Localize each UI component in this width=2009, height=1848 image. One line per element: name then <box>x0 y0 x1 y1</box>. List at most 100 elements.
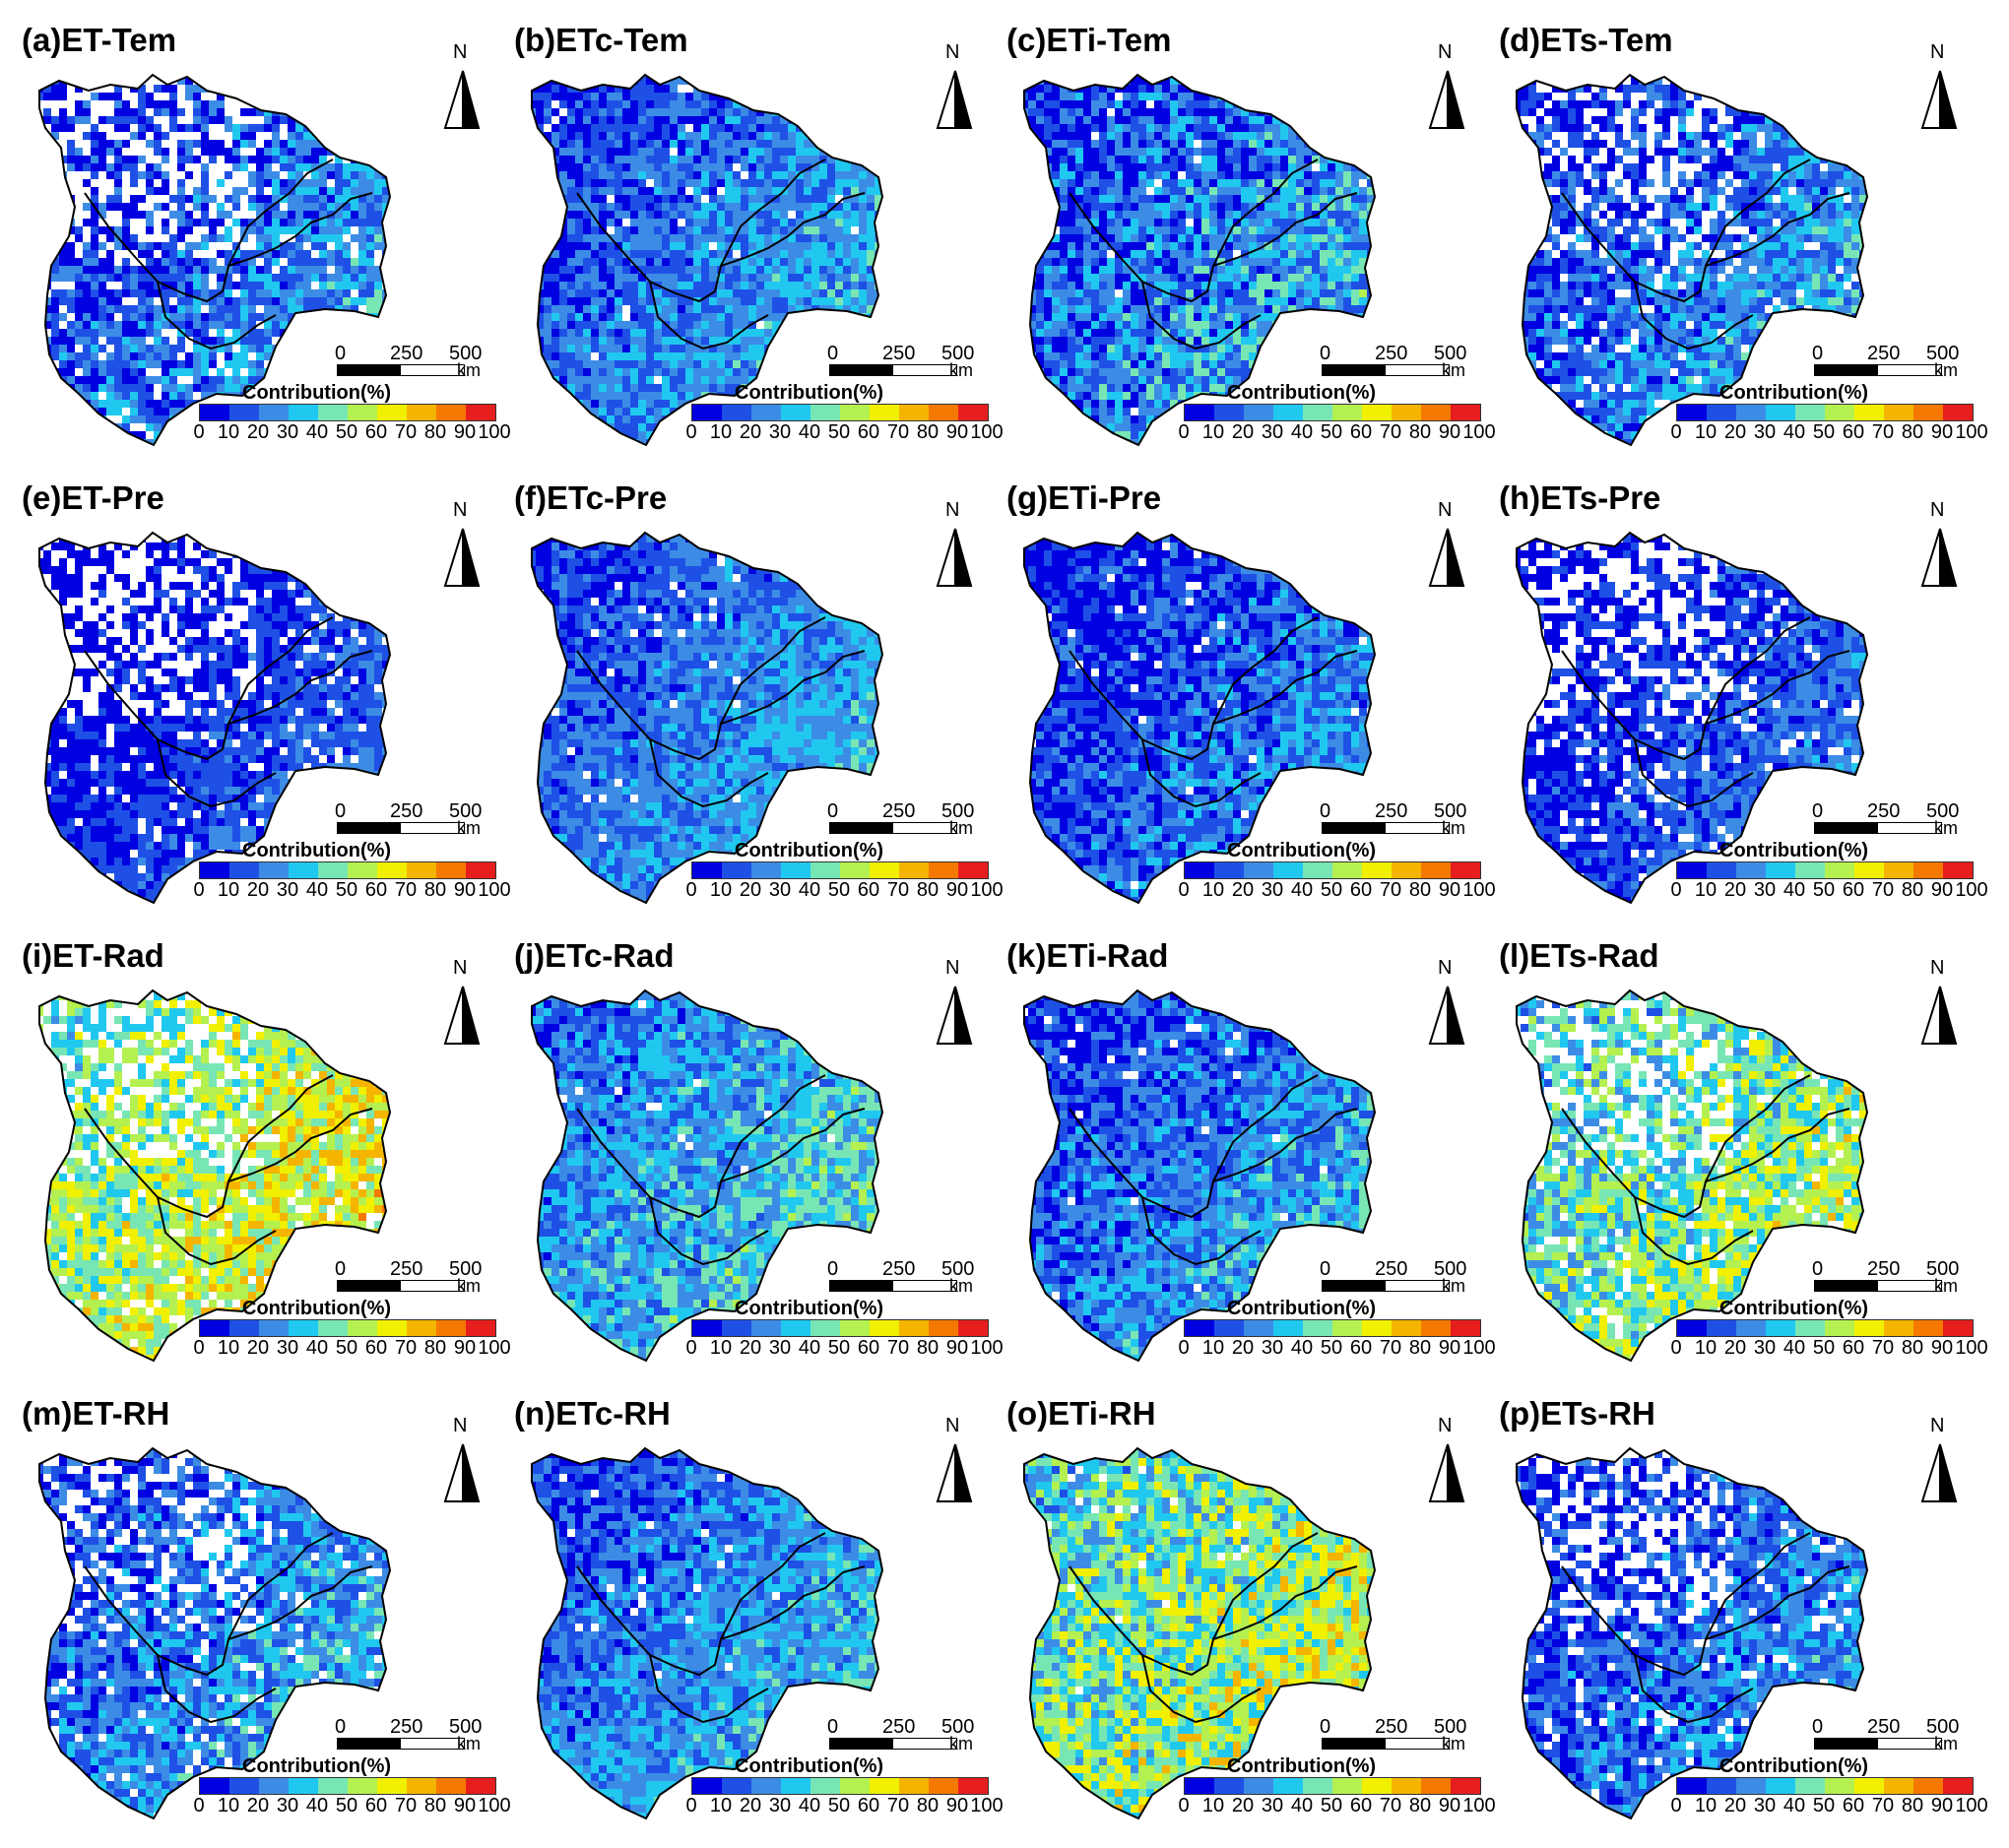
legend-swatch <box>1913 862 1943 878</box>
province-boundary <box>1212 616 1319 725</box>
scale-segment-black <box>1814 822 1879 834</box>
legend-tick: 10 <box>1695 1795 1717 1817</box>
scale-label: 500 <box>1434 1258 1466 1281</box>
scale-label: 250 <box>1867 1716 1900 1739</box>
legend-swatch <box>958 1320 988 1336</box>
legend-tick: 40 <box>1291 421 1313 444</box>
legend-tick: 90 <box>1439 1337 1460 1360</box>
legend-swatch <box>1392 1320 1421 1336</box>
scale-unit: km <box>457 818 481 839</box>
legend-tick: 90 <box>946 879 968 902</box>
province-boundary <box>1141 1654 1262 1724</box>
scale-segment-black <box>337 364 402 376</box>
legend-tick: 30 <box>1262 421 1283 444</box>
region-outline <box>1516 1446 1869 1820</box>
scale-segment-black <box>829 822 894 834</box>
scale-label: 250 <box>1867 343 1900 365</box>
region-outline <box>531 988 884 1363</box>
north-label: N <box>945 957 959 980</box>
scale-segment-white <box>892 1738 957 1750</box>
legend-tick: 10 <box>218 1337 239 1360</box>
region-outline <box>1516 988 1869 1363</box>
legend-swatch <box>318 1778 348 1794</box>
scale-unit: km <box>1934 1734 1958 1754</box>
scale-label: 0 <box>1812 1716 1823 1739</box>
legend-ticks: 0 10 20 30 40 50 60 70 80 90 100 <box>1660 1795 1987 1820</box>
legend-swatch <box>1766 862 1795 878</box>
scale-label: 500 <box>941 1716 974 1739</box>
legend-tick: 0 <box>193 1795 204 1817</box>
color-legend: Contribution(%) 0 10 20 30 40 50 60 70 80 90 100 <box>183 840 510 909</box>
legend-swatch <box>436 405 466 420</box>
legend-swatch <box>1913 1320 1943 1336</box>
legend-tick: 60 <box>858 879 879 902</box>
legend-tick: 90 <box>1931 1337 1953 1360</box>
legend-tick: 100 <box>478 879 510 902</box>
province-boundary <box>1705 159 1811 267</box>
scale-label: 250 <box>1375 800 1407 823</box>
scale-segment-black <box>829 1280 894 1292</box>
legend-tick: 30 <box>1754 421 1776 444</box>
legend-swatch <box>958 1778 988 1794</box>
panel-title: (d)ETs-Tem <box>1499 22 1673 59</box>
legend-swatch <box>840 1778 870 1794</box>
legend-swatch <box>348 1320 377 1336</box>
legend-tick: 30 <box>277 879 298 902</box>
scale-label: 250 <box>390 343 422 365</box>
map-panel: (c)ETi-Tem N 0 250 500 km Contribution(%) 0 10 20… <box>985 0 1496 458</box>
color-legend: Contribution(%) 0 10 20 30 40 50 60 70 80 90 100 <box>676 1298 1003 1367</box>
legend-swatch <box>958 405 988 420</box>
legend-ticks: 0 10 20 30 40 50 60 70 80 90 100 <box>183 879 510 905</box>
legend-swatch <box>870 1320 899 1336</box>
raster-map <box>38 988 392 1363</box>
legend-tick: 40 <box>799 1795 820 1817</box>
scale-segment-white <box>1877 364 1942 376</box>
legend-swatch <box>751 1320 781 1336</box>
scale-label: 0 <box>1320 800 1330 823</box>
legend-swatch <box>1913 1778 1943 1794</box>
legend-tick: 0 <box>193 879 204 902</box>
scale-segment-white <box>400 364 465 376</box>
legend-swatch <box>1244 1320 1273 1336</box>
scale-label: 250 <box>882 343 915 365</box>
province-boundary <box>227 616 334 725</box>
legend-tick: 60 <box>365 1337 387 1360</box>
legend-tick: 30 <box>1754 1795 1776 1817</box>
color-legend: Contribution(%) 0 10 20 30 40 50 60 70 80 90 100 <box>1168 840 1495 909</box>
north-label: N <box>1930 1415 1944 1437</box>
color-legend: Contribution(%) 0 10 20 30 40 50 60 70 80 90 100 <box>183 1298 510 1367</box>
legend-swatch <box>1332 1778 1362 1794</box>
legend-swatch <box>1392 405 1421 420</box>
legend-swatch <box>1736 1778 1766 1794</box>
legend-swatch <box>722 1320 751 1336</box>
legend-swatch <box>1884 1320 1913 1336</box>
legend-swatch <box>1677 405 1707 420</box>
legend-swatch <box>1825 862 1854 878</box>
legend-swatch <box>1854 862 1884 878</box>
legend-swatch <box>1362 1320 1392 1336</box>
legend-tick: 90 <box>946 1337 968 1360</box>
province-boundary <box>649 1654 769 1724</box>
scale-bar: 0 250 500 km <box>827 1258 985 1298</box>
legend-tick: 20 <box>1724 879 1746 902</box>
legend-tick: 90 <box>1931 879 1953 902</box>
province-boundary <box>1634 281 1754 350</box>
legend-tick: 50 <box>1813 879 1835 902</box>
map-panel: (b)ETc-Tem N 0 250 500 km Contribution(%) 0 10 20… <box>492 0 1004 458</box>
scale-label: 0 <box>827 800 838 823</box>
legend-swatch <box>899 1778 929 1794</box>
legend-tick: 10 <box>1202 1337 1224 1360</box>
legend-swatch <box>1273 405 1303 420</box>
color-legend: Contribution(%) 0 10 20 30 40 50 60 70 80 90 100 <box>1660 1298 1987 1367</box>
scale-segment-black <box>1322 364 1387 376</box>
north-label: N <box>1438 499 1452 522</box>
legend-swatch <box>1677 862 1707 878</box>
legend-ticks: 0 10 20 30 40 50 60 70 80 90 100 <box>183 1795 510 1820</box>
region-outline <box>1023 531 1377 905</box>
map-panel: (f)ETc-Pre N 0 250 500 km Contribution(%) 0 10 20… <box>492 458 1004 916</box>
north-arrow-icon <box>1920 528 1958 587</box>
legend-tick: 20 <box>740 421 761 444</box>
panel-title: (e)ET-Pre <box>22 479 164 517</box>
scale-segment-black <box>1322 1738 1387 1750</box>
legend-swatch <box>1332 405 1362 420</box>
